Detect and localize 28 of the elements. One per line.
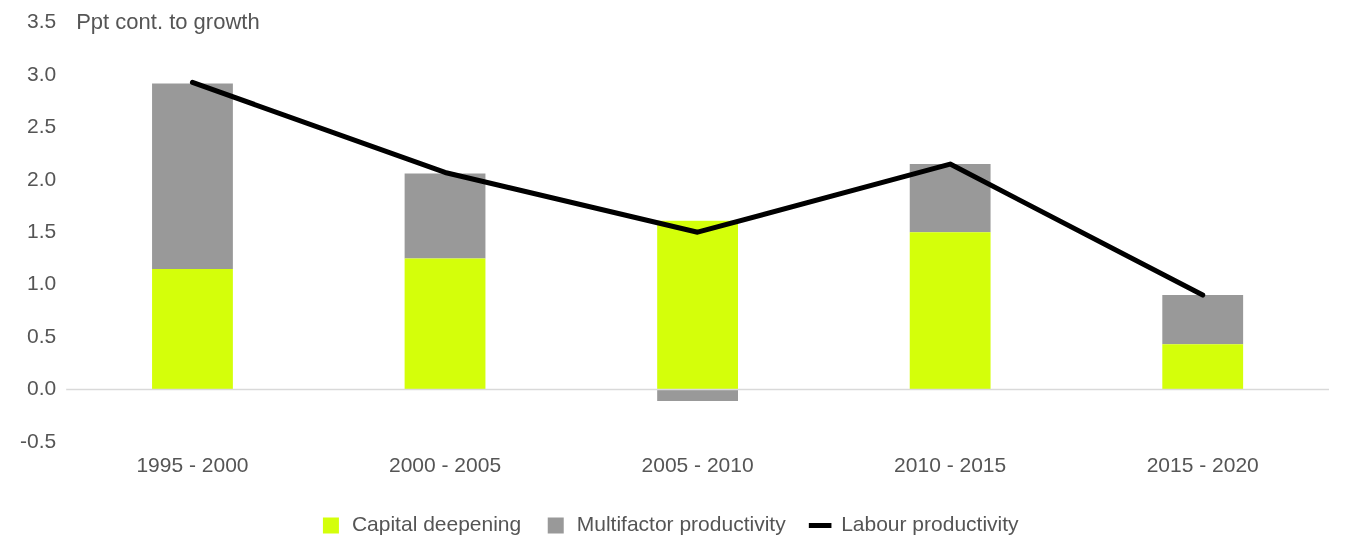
bar (152, 268, 233, 390)
y-tick-label: 2.5 (26, 114, 57, 138)
bar (404, 173, 486, 259)
y-tick-label: 3.5 (26, 9, 57, 33)
x-tick-label: 2005 - 2010 (641, 453, 754, 477)
x-tick-label: 2015 - 2020 (1146, 453, 1259, 477)
bar (152, 83, 233, 269)
legend-label: Labour productivity (841, 512, 1020, 536)
bar (909, 232, 991, 390)
bar (657, 389, 738, 401)
bar (404, 258, 486, 390)
y-tick-label: 0.5 (26, 323, 57, 347)
y-tick-label: -0.5 (20, 428, 57, 452)
y-tick-label: 1.0 (26, 271, 57, 295)
y-axis-title: Ppt cont. to growth (76, 8, 260, 34)
bar (657, 220, 738, 390)
y-tick-label: 0.0 (26, 376, 57, 400)
x-tick-label: 2010 - 2015 (894, 453, 1007, 477)
legend-label: Multifactor productivity (576, 512, 787, 536)
bar (1162, 344, 1244, 390)
bar (909, 164, 991, 233)
x-tick-label: 2000 - 2005 (388, 453, 502, 477)
x-tick-label: 1995 - 2000 (136, 453, 249, 477)
y-tick-label: 3.0 (26, 61, 57, 85)
bar (1162, 295, 1244, 345)
legend-label: Capital deepening (351, 512, 522, 536)
y-tick-label: 1.5 (26, 219, 57, 242)
y-tick-label: 2.0 (26, 166, 57, 190)
